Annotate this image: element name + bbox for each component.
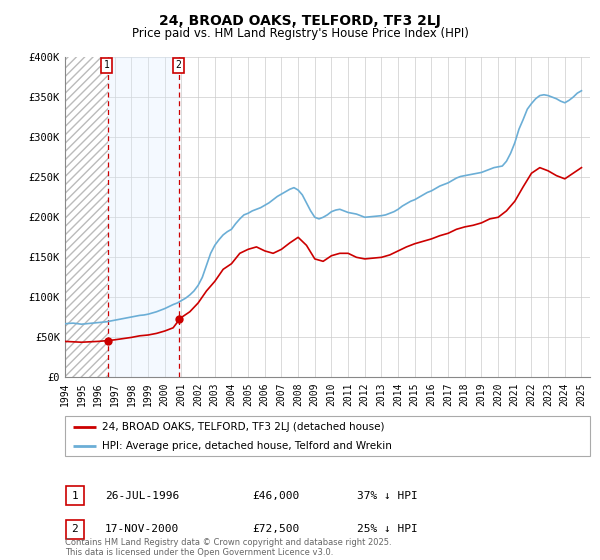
Text: HPI: Average price, detached house, Telford and Wrekin: HPI: Average price, detached house, Telf… — [101, 441, 391, 451]
Text: 2: 2 — [175, 60, 181, 70]
Bar — [65, 57, 107, 377]
FancyBboxPatch shape — [65, 416, 590, 456]
Text: 1: 1 — [71, 491, 78, 501]
Text: £72,500: £72,500 — [252, 524, 299, 534]
Bar — [65, 57, 107, 377]
FancyBboxPatch shape — [66, 486, 83, 505]
Text: 17-NOV-2000: 17-NOV-2000 — [105, 524, 179, 534]
Text: 37% ↓ HPI: 37% ↓ HPI — [357, 491, 418, 501]
Text: 2: 2 — [71, 524, 78, 534]
Text: Price paid vs. HM Land Registry's House Price Index (HPI): Price paid vs. HM Land Registry's House … — [131, 27, 469, 40]
Text: £46,000: £46,000 — [252, 491, 299, 501]
Text: Contains HM Land Registry data © Crown copyright and database right 2025.
This d: Contains HM Land Registry data © Crown c… — [65, 538, 391, 557]
Text: 24, BROAD OAKS, TELFORD, TF3 2LJ (detached house): 24, BROAD OAKS, TELFORD, TF3 2LJ (detach… — [101, 422, 384, 432]
Text: 1: 1 — [103, 60, 109, 70]
Text: 25% ↓ HPI: 25% ↓ HPI — [357, 524, 418, 534]
FancyBboxPatch shape — [66, 520, 83, 539]
Text: 24, BROAD OAKS, TELFORD, TF3 2LJ: 24, BROAD OAKS, TELFORD, TF3 2LJ — [159, 14, 441, 28]
Bar — [107, 57, 179, 377]
Text: 26-JUL-1996: 26-JUL-1996 — [105, 491, 179, 501]
